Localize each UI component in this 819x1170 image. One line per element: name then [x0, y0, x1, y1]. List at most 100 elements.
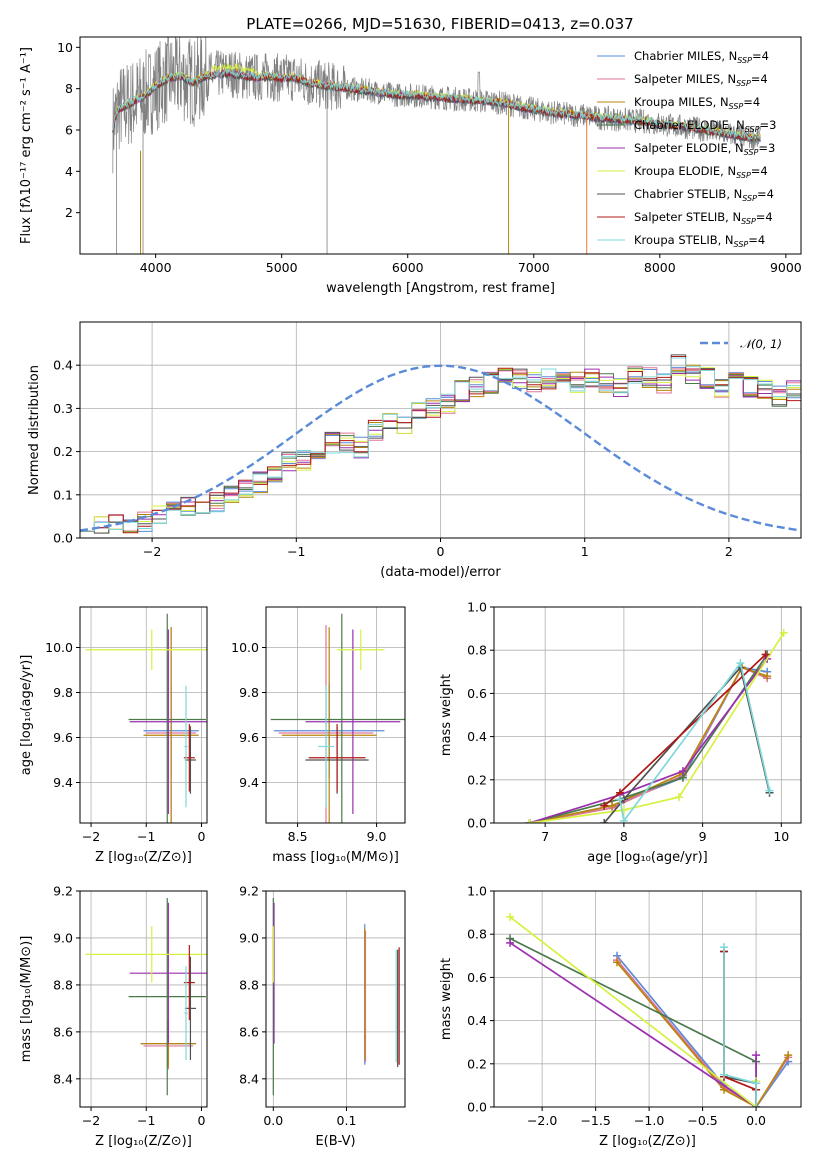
y-tick-label: 8 [65, 81, 73, 96]
ticks: −2.0 −1.5 −1.0 −0.5 0.0 0.0 0.2 0.4 0.6 0.8 1.0 [467, 884, 766, 1129]
y-tick-label: 8.8 [239, 977, 259, 992]
model-spectrum-kroupa_stelib [112, 67, 761, 141]
x-axis-label: Z [log₁₀(Z/Z⊙)] [95, 1134, 192, 1149]
y-tick-label: 8.4 [239, 1071, 259, 1086]
y-axis-label: Normed distribution [27, 365, 42, 495]
histogram-chabrier_stelib [80, 354, 801, 534]
ticks: 4000 5000 6000 7000 8000 9000 2 4 6 8 10 [57, 40, 802, 275]
y-tick-label: 9.6 [239, 730, 259, 745]
series-marker-kroupa_elodie [506, 912, 515, 921]
ticks: 7 8 9 10 0.0 0.2 0.4 0.6 0.8 1.0 [467, 600, 789, 845]
y-tick-label: 10.0 [45, 640, 73, 655]
histogram-kroupa_stelib [80, 357, 801, 532]
series-line-kroupa_stelib [619, 661, 771, 823]
ticks: −2 −1 0 1 2 0.0 0.1 0.2 0.3 0.4 [53, 358, 733, 559]
y-tick-label: 0.6 [467, 686, 487, 701]
y-tick-label: 0.8 [467, 927, 487, 942]
x-tick-label: −1 [137, 829, 155, 844]
y-tick-label: 0.1 [53, 487, 73, 502]
y-tick-label: 9.4 [239, 775, 259, 790]
x-tick-label: 7000 [518, 260, 550, 275]
series-marker-kroupa_miles [763, 672, 772, 681]
axes-frame [493, 890, 802, 1108]
x-axis-label: (data-model)/error [380, 565, 501, 580]
series-line-chabrier_elodie [529, 654, 768, 823]
legend: 𝒩(0, 1) [700, 337, 782, 351]
x-tick-label: 0 [198, 1113, 206, 1128]
y-tick-label: 9.6 [53, 730, 73, 745]
panel-mass_vs_ebv: 0.0 0.1 8.4 8.6 8.8 9.0 9.2 E(B-V) [239, 884, 406, 1149]
series-marker-kroupa_miles [784, 1051, 793, 1060]
y-axis-label: mass weight [439, 674, 454, 756]
panel-mass_weight_vs_age: 7 8 9 10 0.0 0.2 0.4 0.6 0.8 1.0 age [log₁₀(age/yr… [439, 600, 802, 865]
series-line-kroupa_miles [529, 666, 768, 823]
y-tick-label: 9.8 [239, 685, 259, 700]
y-tick-label: 4 [65, 164, 73, 179]
x-tick-label: −2 [143, 544, 161, 559]
x-tick-label: 7 [541, 829, 549, 844]
legend-label: Chabrier ELODIE, NSSP=3 [634, 118, 776, 134]
x-axis-label: wavelength [Angstrom, rest frame] [326, 281, 555, 296]
y-tick-label: 10 [57, 40, 73, 55]
series-line-chabrier_miles [529, 666, 768, 823]
x-tick-label: 8 [620, 829, 628, 844]
x-axis-label: E(B-V) [315, 1134, 355, 1149]
ticks: −2 −1 0 8.4 8.6 8.8 9.0 9.2 [53, 884, 205, 1129]
y-tick-label: 0.2 [467, 1056, 487, 1071]
x-tick-label: −2 [82, 1113, 100, 1128]
series-line-salpeter_elodie [509, 942, 757, 1107]
series-line-kroupa_miles [616, 961, 789, 1107]
series-marker-kroupa_miles [719, 1085, 728, 1094]
y-tick-label: 0.2 [467, 772, 487, 787]
series-line-kroupa_stelib [723, 947, 757, 1107]
y-tick-label: 2 [65, 205, 73, 220]
y-tick-label: 9.2 [239, 884, 259, 899]
x-axis-label: Z [log₁₀(Z/Z⊙)] [95, 850, 192, 865]
panel-age_vs_Z: −2 −1 0 9.4 9.6 9.8 10.0 Z [log₁₀(Z/Z⊙)] age [lo… [19, 606, 208, 865]
legend-label: Salpeter MILES, NSSP=4 [634, 72, 768, 88]
y-tick-label: 8.6 [239, 1024, 259, 1039]
x-axis-label: mass [log₁₀(M/M⊙)] [272, 850, 399, 865]
y-tick-label: 1.0 [467, 600, 487, 615]
plot-area [270, 613, 405, 823]
x-axis-label: Z [log₁₀(Z/Z⊙)] [599, 1134, 696, 1149]
series-line-salpeter_elodie [529, 658, 768, 823]
plot-area [525, 628, 788, 823]
histogram-kroupa_miles [80, 364, 801, 534]
histogram-salpeter_elodie [80, 368, 801, 532]
axes-frame [265, 606, 406, 824]
y-axis-label: mass weight [439, 958, 454, 1040]
panel-age_vs_mass: 8.5 9.0 9.4 9.6 9.8 10.0 mass [log₁₀(M/M⊙)] [231, 606, 406, 865]
y-tick-label: 0.0 [467, 1100, 487, 1115]
x-tick-label: 9000 [770, 260, 802, 275]
panel-mass_vs_Z: −2 −1 0 8.4 8.6 8.8 9.0 9.2 Z [log₁₀(Z/Z⊙)] mass … [19, 884, 208, 1149]
y-tick-label: 0.0 [53, 531, 73, 546]
y-axis-label: age [log₁₀(age/yr)] [19, 655, 34, 776]
x-tick-label: 8.5 [288, 829, 308, 844]
plot-area [112, 37, 761, 254]
series-marker-kroupa_stelib [719, 1070, 728, 1079]
series-marker-kroupa_elodie [674, 793, 683, 802]
series-marker-kroupa_stelib [736, 659, 745, 668]
y-tick-label: 6 [65, 123, 73, 138]
y-tick-label: 0.8 [467, 643, 487, 658]
panel-mass_weight_vs_Z: −2.0 −1.5 −1.0 −0.5 0.0 0.0 0.2 0.4 0.6 0.8 1.0 Z [… [439, 884, 802, 1149]
x-tick-label: 10 [773, 829, 789, 844]
series-marker-chabrier_stelib [600, 819, 609, 823]
histogram-salpeter_miles [80, 366, 801, 532]
y-tick-label: 8.8 [53, 977, 73, 992]
x-tick-label: 0.0 [746, 1113, 766, 1128]
histogram-salpeter_stelib [80, 356, 801, 534]
x-tick-label: 0 [198, 829, 206, 844]
x-tick-label: 1 [581, 544, 589, 559]
series-marker-kroupa_elodie [525, 819, 534, 823]
x-tick-label: −2 [82, 829, 100, 844]
series-marker-kroupa_elodie [779, 628, 788, 637]
series-marker-salpeter_elodie [752, 1051, 761, 1060]
y-tick-label: 0.4 [53, 358, 73, 373]
x-tick-label: 4000 [140, 260, 172, 275]
x-tick-label: −1.5 [580, 1113, 610, 1128]
legend-label: Kroupa ELODIE, NSSP=4 [634, 164, 768, 180]
panel-spectrum: 4000 5000 6000 7000 8000 9000 2 4 6 8 10 wavelength… [19, 36, 802, 296]
